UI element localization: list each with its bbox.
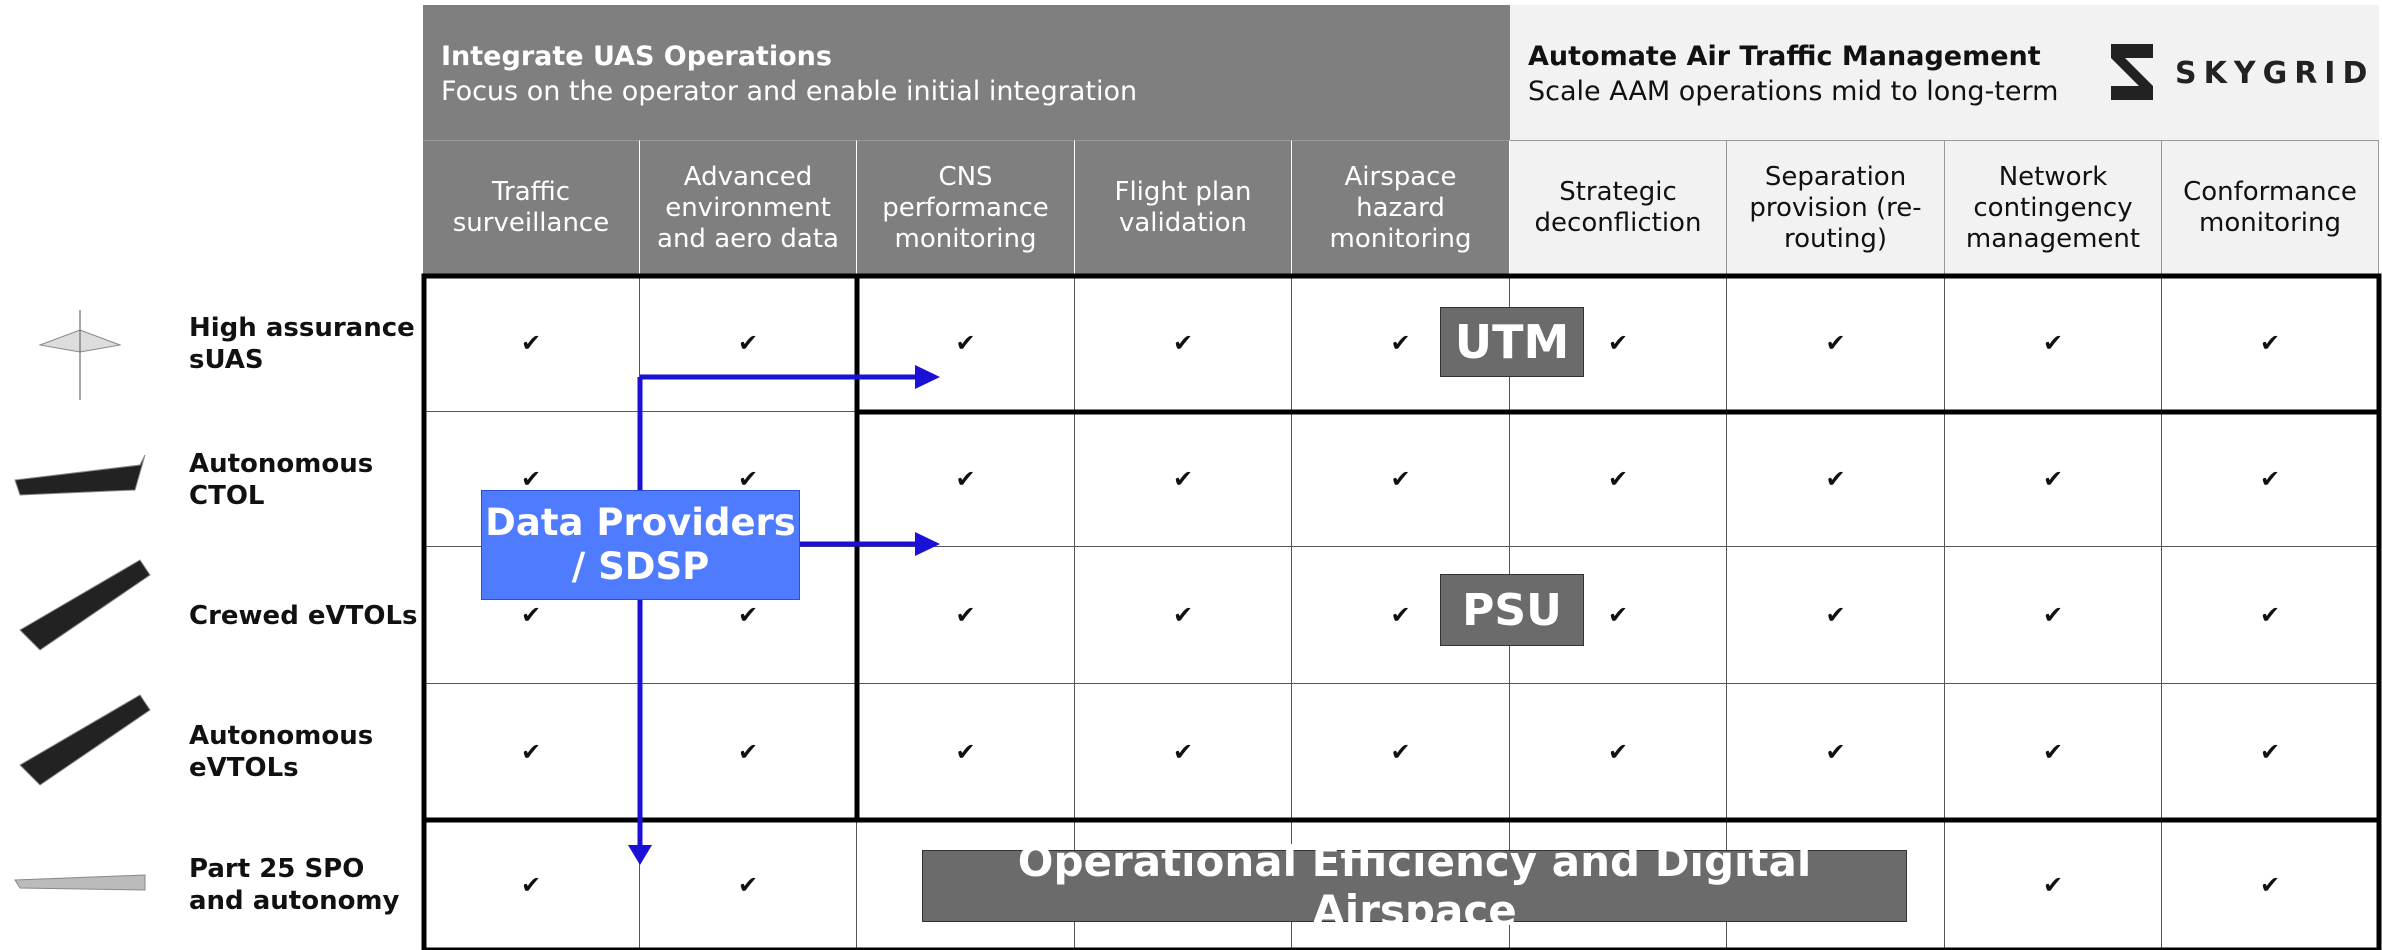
- check-cell: ✔: [1075, 412, 1292, 547]
- utm-label: UTM: [1440, 307, 1584, 377]
- logo-icon: [2111, 44, 2153, 100]
- column-header: Airspace hazard monitoring: [1292, 140, 1510, 275]
- column-header: Network contingency management: [1945, 140, 2162, 275]
- row-label: High assurance sUAS: [189, 312, 415, 375]
- right-group-header: Automate Air Traffic Management Scale AA…: [1510, 5, 2379, 140]
- column-header: Conformance monitoring: [2162, 140, 2379, 275]
- data-providers-label: Data Providers / SDSP: [481, 490, 800, 600]
- check-cell: ✔: [857, 412, 1075, 547]
- column-header: Flight plan validation: [1075, 140, 1292, 275]
- column-header: CNS performance monitoring: [857, 140, 1075, 275]
- check-cell: ✔: [1727, 412, 1945, 547]
- check-cell: ✔: [1945, 412, 2162, 547]
- psu-label: PSU: [1440, 574, 1584, 646]
- check-cell: ✔: [1075, 547, 1292, 684]
- group-title: Integrate UAS Operations: [441, 41, 832, 72]
- check-cell: ✔: [1292, 412, 1510, 547]
- column-header: Advanced environment and aero data: [640, 140, 857, 275]
- row-label: Part 25 SPO and autonomy: [189, 854, 400, 916]
- row-label: Autonomous eVTOLs: [189, 721, 374, 783]
- check-cell: ✔: [423, 275, 640, 412]
- left-group-header: Integrate UAS Operations Focus on the op…: [423, 5, 1510, 140]
- logo-text: SKYGRID: [2175, 56, 2375, 91]
- group-title: Automate Air Traffic Management: [1528, 41, 2041, 72]
- row-label: Autonomous CTOL: [189, 448, 374, 511]
- column-header: Traffic surveillance: [423, 140, 640, 275]
- check-cell: ✔: [1945, 547, 2162, 684]
- row-label: Crewed eVTOLs: [189, 600, 418, 631]
- group-subtitle: Focus on the operator and enable initial…: [441, 76, 1138, 107]
- column-header: Separation provision (re-routing): [1727, 140, 1945, 275]
- column-header: Strategic deconfliction: [1510, 140, 1727, 275]
- check-cell: ✔: [1727, 547, 1945, 684]
- check-cell: ✔: [1510, 547, 1727, 684]
- check-cell: ✔: [857, 547, 1075, 684]
- check-cell: ✔: [1510, 412, 1727, 547]
- group-subtitle: Scale AAM operations mid to long-term: [1528, 76, 2059, 107]
